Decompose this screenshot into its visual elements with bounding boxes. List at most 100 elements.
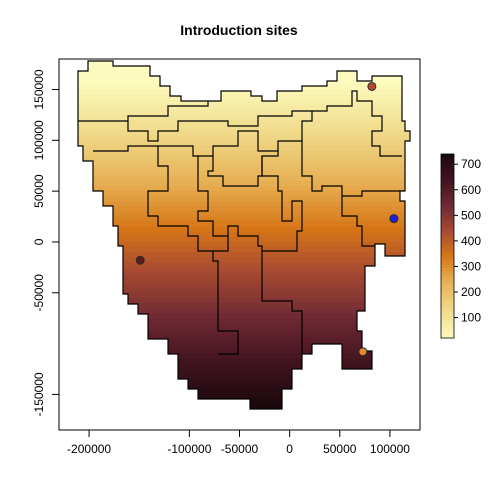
x-tick-label: 50000 [323, 442, 357, 456]
legend-swatch [441, 273, 454, 278]
legend-swatch [441, 187, 454, 192]
region-boundaries [78, 90, 405, 369]
legend-swatch [441, 157, 454, 161]
heatmap-cell [78, 140, 410, 146]
heatmap-cell [78, 119, 410, 126]
heatmap-cell [59, 415, 420, 421]
heatmap-cell [78, 175, 410, 182]
heatmap-cell [78, 338, 410, 345]
heatmap-cell [78, 130, 410, 136]
legend-swatch [441, 166, 454, 170]
legend-swatch [441, 190, 454, 195]
heatmap-cell [78, 186, 410, 192]
legend-swatch [441, 249, 454, 253]
legend-swatch [441, 239, 454, 244]
heatmap-cell [78, 196, 410, 202]
legend-swatch [441, 160, 454, 164]
heatmap-cell [78, 297, 410, 304]
legend-swatch [441, 242, 454, 247]
heatmap-cell [78, 394, 410, 401]
heatmap-cell [78, 333, 410, 340]
heatmap-cell [78, 84, 410, 91]
legend-swatch [441, 301, 454, 305]
legend-swatch [441, 230, 454, 235]
heatmap-cell [78, 104, 410, 111]
heatmap-cell [78, 191, 410, 197]
legend-swatch [441, 169, 454, 173]
legend-swatch [441, 313, 454, 318]
legend-swatch [441, 196, 454, 201]
heatmap-cell [78, 277, 410, 284]
heatmap-cell [78, 135, 410, 141]
legend-swatch [441, 193, 454, 198]
legend-tick-label: 300 [461, 259, 481, 273]
legend-tick-label: 100 [461, 311, 481, 325]
legend-swatch [441, 322, 454, 327]
heatmap-cell [78, 267, 410, 274]
legend-swatch [441, 307, 454, 311]
legend-swatch [441, 279, 454, 284]
heatmap-cell [78, 374, 410, 380]
site-point [367, 81, 377, 91]
site-point [389, 214, 399, 224]
y-axis: -150000 -50000 0 50000 100000 150000 [32, 69, 59, 416]
heatmap-cell [78, 231, 410, 238]
legend-swatch [441, 325, 454, 330]
legend-swatch [441, 295, 454, 299]
heatmap-cell [78, 180, 410, 187]
legend-swatch [441, 227, 454, 232]
heatmap-cell [78, 379, 410, 385]
legend-swatch [441, 206, 454, 210]
y-tick-label: 0 [32, 238, 46, 245]
heatmap-cell [78, 348, 410, 355]
heatmap-cell [78, 247, 410, 253]
heatmap-cell [78, 272, 410, 279]
heatmap-cell [78, 160, 410, 167]
legend-swatch [441, 154, 454, 158]
legend-swatch [441, 200, 454, 204]
x-tick-label: 100000 [370, 442, 410, 456]
heatmap-cell [78, 216, 410, 223]
color-legend: 100 200 300 400 500 600 700 [440, 153, 481, 339]
legend-swatch [441, 246, 454, 250]
heatmap-cell [78, 292, 410, 299]
legend-swatch [441, 292, 454, 296]
legend-swatch [441, 258, 454, 262]
heatmap-cell [78, 211, 410, 218]
legend-tick-label: 200 [461, 285, 481, 299]
heatmap-cell [78, 89, 410, 96]
legend-swatch [441, 288, 454, 293]
heatmap-cell [78, 99, 410, 106]
legend-swatch [441, 212, 454, 216]
heatmap-cell [59, 420, 420, 426]
legend-swatch [441, 304, 454, 308]
legend-swatch [441, 218, 454, 222]
legend-swatch [441, 172, 454, 176]
x-tick-label: -200000 [67, 442, 111, 456]
legend-swatch [441, 221, 454, 226]
legend-swatch [441, 252, 454, 256]
heatmap-cell [78, 282, 410, 289]
heatmap-cell [78, 363, 410, 370]
legend-swatch [441, 334, 454, 339]
heatmap-cell [78, 262, 410, 268]
heatmap-cell [78, 125, 410, 131]
heatmap-cell [78, 221, 410, 228]
x-axis: -200000 -100000 -50000 0 50000 100000 [67, 430, 410, 456]
legend-swatch [441, 175, 454, 180]
legend-swatch [441, 215, 454, 219]
heatmap-cells [59, 61, 420, 426]
legend-swatch [441, 267, 454, 272]
heatmap-cell [78, 114, 410, 121]
legend-swatch [441, 270, 454, 275]
heatmap-cell [78, 170, 410, 177]
heatmap-cell [78, 389, 410, 396]
heatmap-cell [78, 252, 410, 258]
legend-swatch [441, 233, 454, 238]
land-outline [77, 60, 411, 410]
legend-swatch [441, 316, 454, 321]
legend-frame [440, 153, 455, 339]
x-tick-label: -100000 [167, 442, 211, 456]
heatmap-cell [78, 241, 410, 248]
legend-swatch [441, 236, 454, 241]
